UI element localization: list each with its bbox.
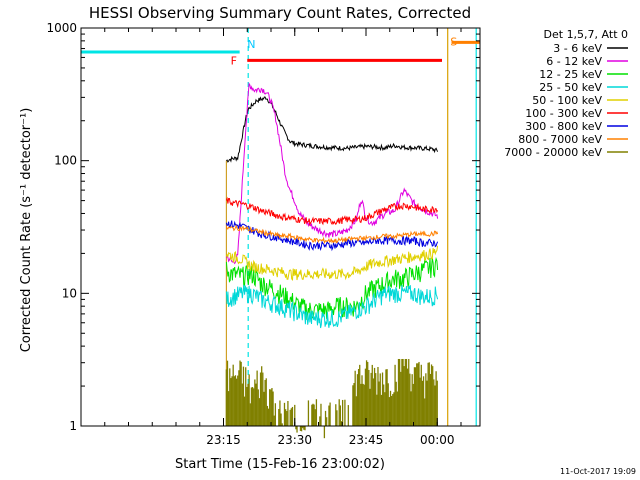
x-axis: 23:15 23:30 23:45 00:00 bbox=[80, 28, 462, 447]
legend-label: 7000 - 20000 keV bbox=[504, 146, 602, 159]
y-axis-label: Corrected Count Rate (s⁻¹ detector⁻¹) bbox=[19, 108, 34, 353]
y-tick-label: 100 bbox=[54, 154, 77, 168]
series-line bbox=[226, 82, 439, 265]
series-line bbox=[225, 224, 439, 245]
legend-label: 25 - 50 keV bbox=[539, 81, 602, 94]
plot-area: NF S bbox=[81, 28, 480, 439]
x-tick-label: 00:00 bbox=[420, 433, 455, 447]
legend-label: 800 - 7000 keV bbox=[518, 133, 602, 146]
annotation-n: N bbox=[247, 38, 255, 51]
x-tick-label: 23:45 bbox=[349, 433, 384, 447]
y-axis: 1 10 100 1000 bbox=[46, 21, 480, 433]
chart-title: HESSI Observing Summary Count Rates, Cor… bbox=[89, 4, 471, 22]
timestamp: 11-Oct-2017 19:09 bbox=[560, 467, 636, 476]
series-line bbox=[226, 96, 439, 163]
y-tick-label: 1000 bbox=[46, 21, 77, 35]
legend-label: 3 - 6 keV bbox=[553, 42, 602, 55]
x-tick-label: 23:15 bbox=[206, 433, 241, 447]
legend-label: 300 - 800 keV bbox=[525, 120, 602, 133]
y-tick-label: 10 bbox=[62, 286, 77, 300]
plot-frame bbox=[80, 27, 481, 427]
y-tick-label: 1 bbox=[69, 419, 77, 433]
legend-title: Det 1,5,7, Att 0 bbox=[544, 28, 628, 41]
annotation-f: F bbox=[231, 54, 237, 67]
x-tick-label: 23:30 bbox=[277, 433, 312, 447]
x-axis-label: Start Time (15-Feb-16 23:00:02) bbox=[175, 457, 385, 472]
series-line bbox=[225, 284, 439, 329]
legend-label: 100 - 300 keV bbox=[525, 107, 602, 120]
legend-label: 6 - 12 keV bbox=[546, 55, 602, 68]
series-line bbox=[225, 196, 439, 227]
series-line bbox=[225, 220, 439, 252]
legend-label: 50 - 100 keV bbox=[532, 94, 602, 107]
legend-label: 12 - 25 keV bbox=[539, 68, 602, 81]
annotation-s: S bbox=[450, 35, 457, 48]
series-line bbox=[225, 245, 439, 282]
